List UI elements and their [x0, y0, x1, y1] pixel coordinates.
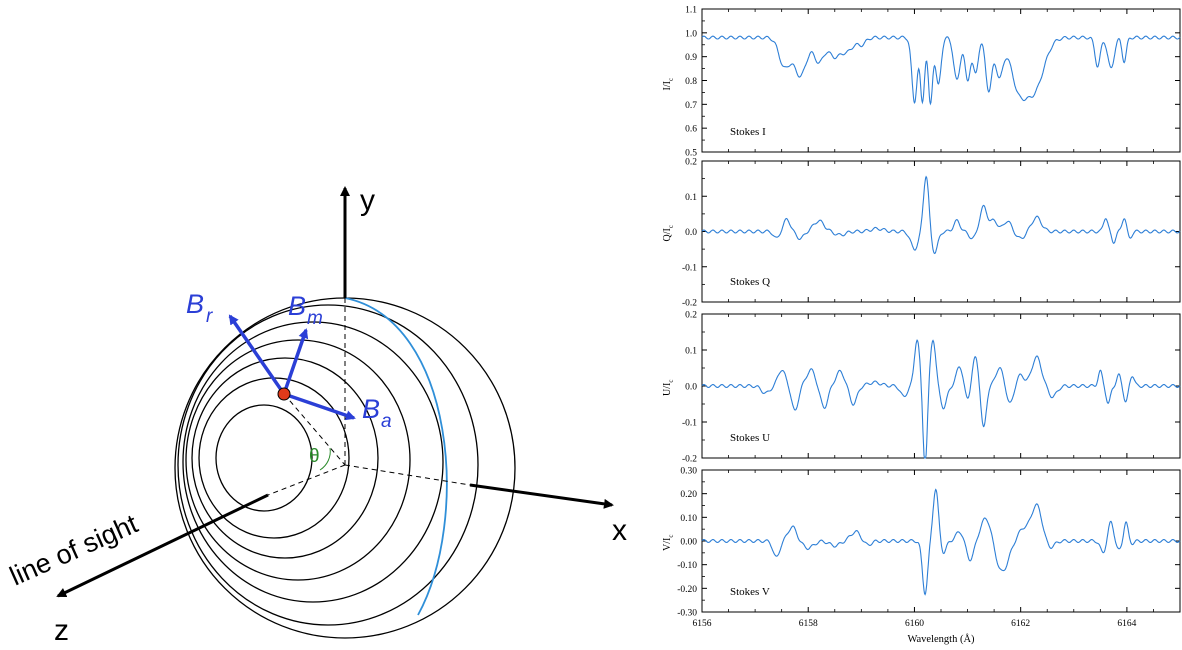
y-axis-label: Q/Ic	[662, 225, 675, 241]
x-axis-label: x	[612, 514, 627, 547]
panel-label: Stokes V	[730, 586, 770, 598]
y-tick-label: 0.0	[685, 383, 697, 393]
y-tick-label: 1.0	[685, 29, 697, 39]
stokes-panel-3: 0.2 0.1 0.0 -0.1 -0.2 U/Ic Stokes U	[662, 311, 1181, 465]
z-axis-arrow	[56, 493, 269, 598]
x-tick-label: 6158	[799, 619, 818, 629]
x-tick-label: 6162	[1011, 619, 1030, 629]
y-tick-label: -0.2	[682, 299, 697, 309]
y-axis-label-main: I/I	[662, 81, 673, 90]
label-Br-main: B	[186, 289, 204, 319]
ring-4	[185, 339, 411, 581]
y-axis-label-sub: c	[667, 225, 675, 228]
z-axis-label: z	[54, 614, 69, 647]
stokes-profile-line	[701, 175, 1181, 255]
x-axis-arrow	[469, 483, 614, 509]
y-axis-label: y	[360, 184, 375, 217]
x-tick-label: 6164	[1117, 619, 1136, 629]
y-tick-label: 0.9	[685, 53, 697, 63]
label-Br-sub: r	[206, 306, 213, 327]
y-tick-label: -0.1	[682, 419, 697, 429]
vector-Bm	[282, 328, 309, 395]
y-tick-label: -0.1	[682, 263, 697, 273]
stokes-panel-2: 0.2 0.1 0.0 -0.1 -0.2 Q/Ic Stokes Q	[662, 158, 1181, 309]
y-tick-label: 0.20	[680, 490, 697, 500]
y-tick-label: 0.2	[685, 311, 697, 321]
y-tick-label: 0.2	[685, 158, 697, 168]
y-axis-label-sub: c	[667, 380, 675, 383]
label-Bm-sub: m	[307, 308, 323, 329]
y-tick-label: 0.1	[685, 347, 697, 357]
label-Bm-main: B	[288, 291, 306, 321]
y-axis-label-main: U/I	[662, 383, 673, 396]
stokes-profile-line	[701, 339, 1181, 459]
y-tick-label: 0.7	[685, 101, 697, 111]
stokes-profile-line	[701, 35, 1181, 106]
theta-arc	[319, 447, 331, 471]
y-tick-label: 0.6	[685, 125, 697, 135]
panel-label: Stokes I	[730, 126, 766, 138]
stokes-panel-1: 1.1 1.0 0.9 0.8 0.7 0.6 0.5 I/Ic Stokes I	[662, 6, 1181, 159]
x-tick-label: 6156	[693, 619, 712, 629]
stokes-profile-line	[701, 488, 1181, 596]
stokes-panel-4: 0.30 0.20 0.10 0.00 -0.10 -0.20 -0.30 V/Ic Stoke…	[662, 467, 1181, 645]
y-axis-label: U/Ic	[662, 380, 675, 396]
y-axis-label-sub: c	[667, 78, 675, 81]
y-tick-label: 0.0	[685, 228, 697, 238]
ring-7	[215, 404, 313, 512]
panel-frame	[701, 8, 1181, 153]
theta-label: θ	[309, 446, 320, 467]
panel-label: Stokes Q	[730, 276, 770, 288]
y-tick-label: 0.00	[680, 538, 697, 548]
label-Br: B r	[186, 289, 213, 327]
panel-label: Stokes U	[730, 432, 770, 444]
label-Ba-sub: a	[381, 411, 392, 432]
field-point	[277, 387, 291, 401]
y-tick-label: 0.5	[685, 149, 697, 159]
y-tick-label: -0.20	[677, 585, 697, 595]
panel-frame	[701, 160, 1181, 303]
y-tick-label: -0.10	[677, 561, 697, 571]
y-tick-label: 0.8	[685, 77, 697, 87]
magnetic-field-geometry-diagram: y x z line of sight θ B r B m B a	[5, 184, 627, 647]
y-tick-label: 0.10	[680, 514, 697, 524]
y-axis-label-main: Q/I	[662, 228, 673, 241]
label-Ba: B a	[362, 394, 392, 432]
y-tick-label: -0.30	[677, 609, 697, 619]
ring-2	[177, 304, 479, 626]
y-axis-label-main: V/I	[662, 538, 673, 551]
ring-5	[191, 357, 379, 559]
y-tick-label: 1.1	[685, 6, 697, 16]
vector-Br	[228, 314, 286, 395]
y-axis-label: I/Ic	[662, 78, 675, 91]
meridian-curve	[344, 297, 448, 616]
y-tick-label: -0.2	[682, 455, 697, 465]
y-tick-label: 0.30	[680, 467, 697, 477]
label-Bm: B m	[288, 291, 323, 329]
y-axis-label-sub: c	[667, 535, 675, 538]
ring-3	[182, 321, 444, 603]
y-axis-label: V/Ic	[662, 535, 675, 551]
dashed-lines	[267, 298, 471, 496]
vector-Ba	[283, 392, 356, 421]
label-Ba-main: B	[362, 394, 380, 424]
x-tick-label: 6160	[905, 619, 924, 629]
y-tick-label: 0.1	[685, 193, 697, 203]
x-axis-label: Wavelength (Å)	[907, 633, 975, 645]
